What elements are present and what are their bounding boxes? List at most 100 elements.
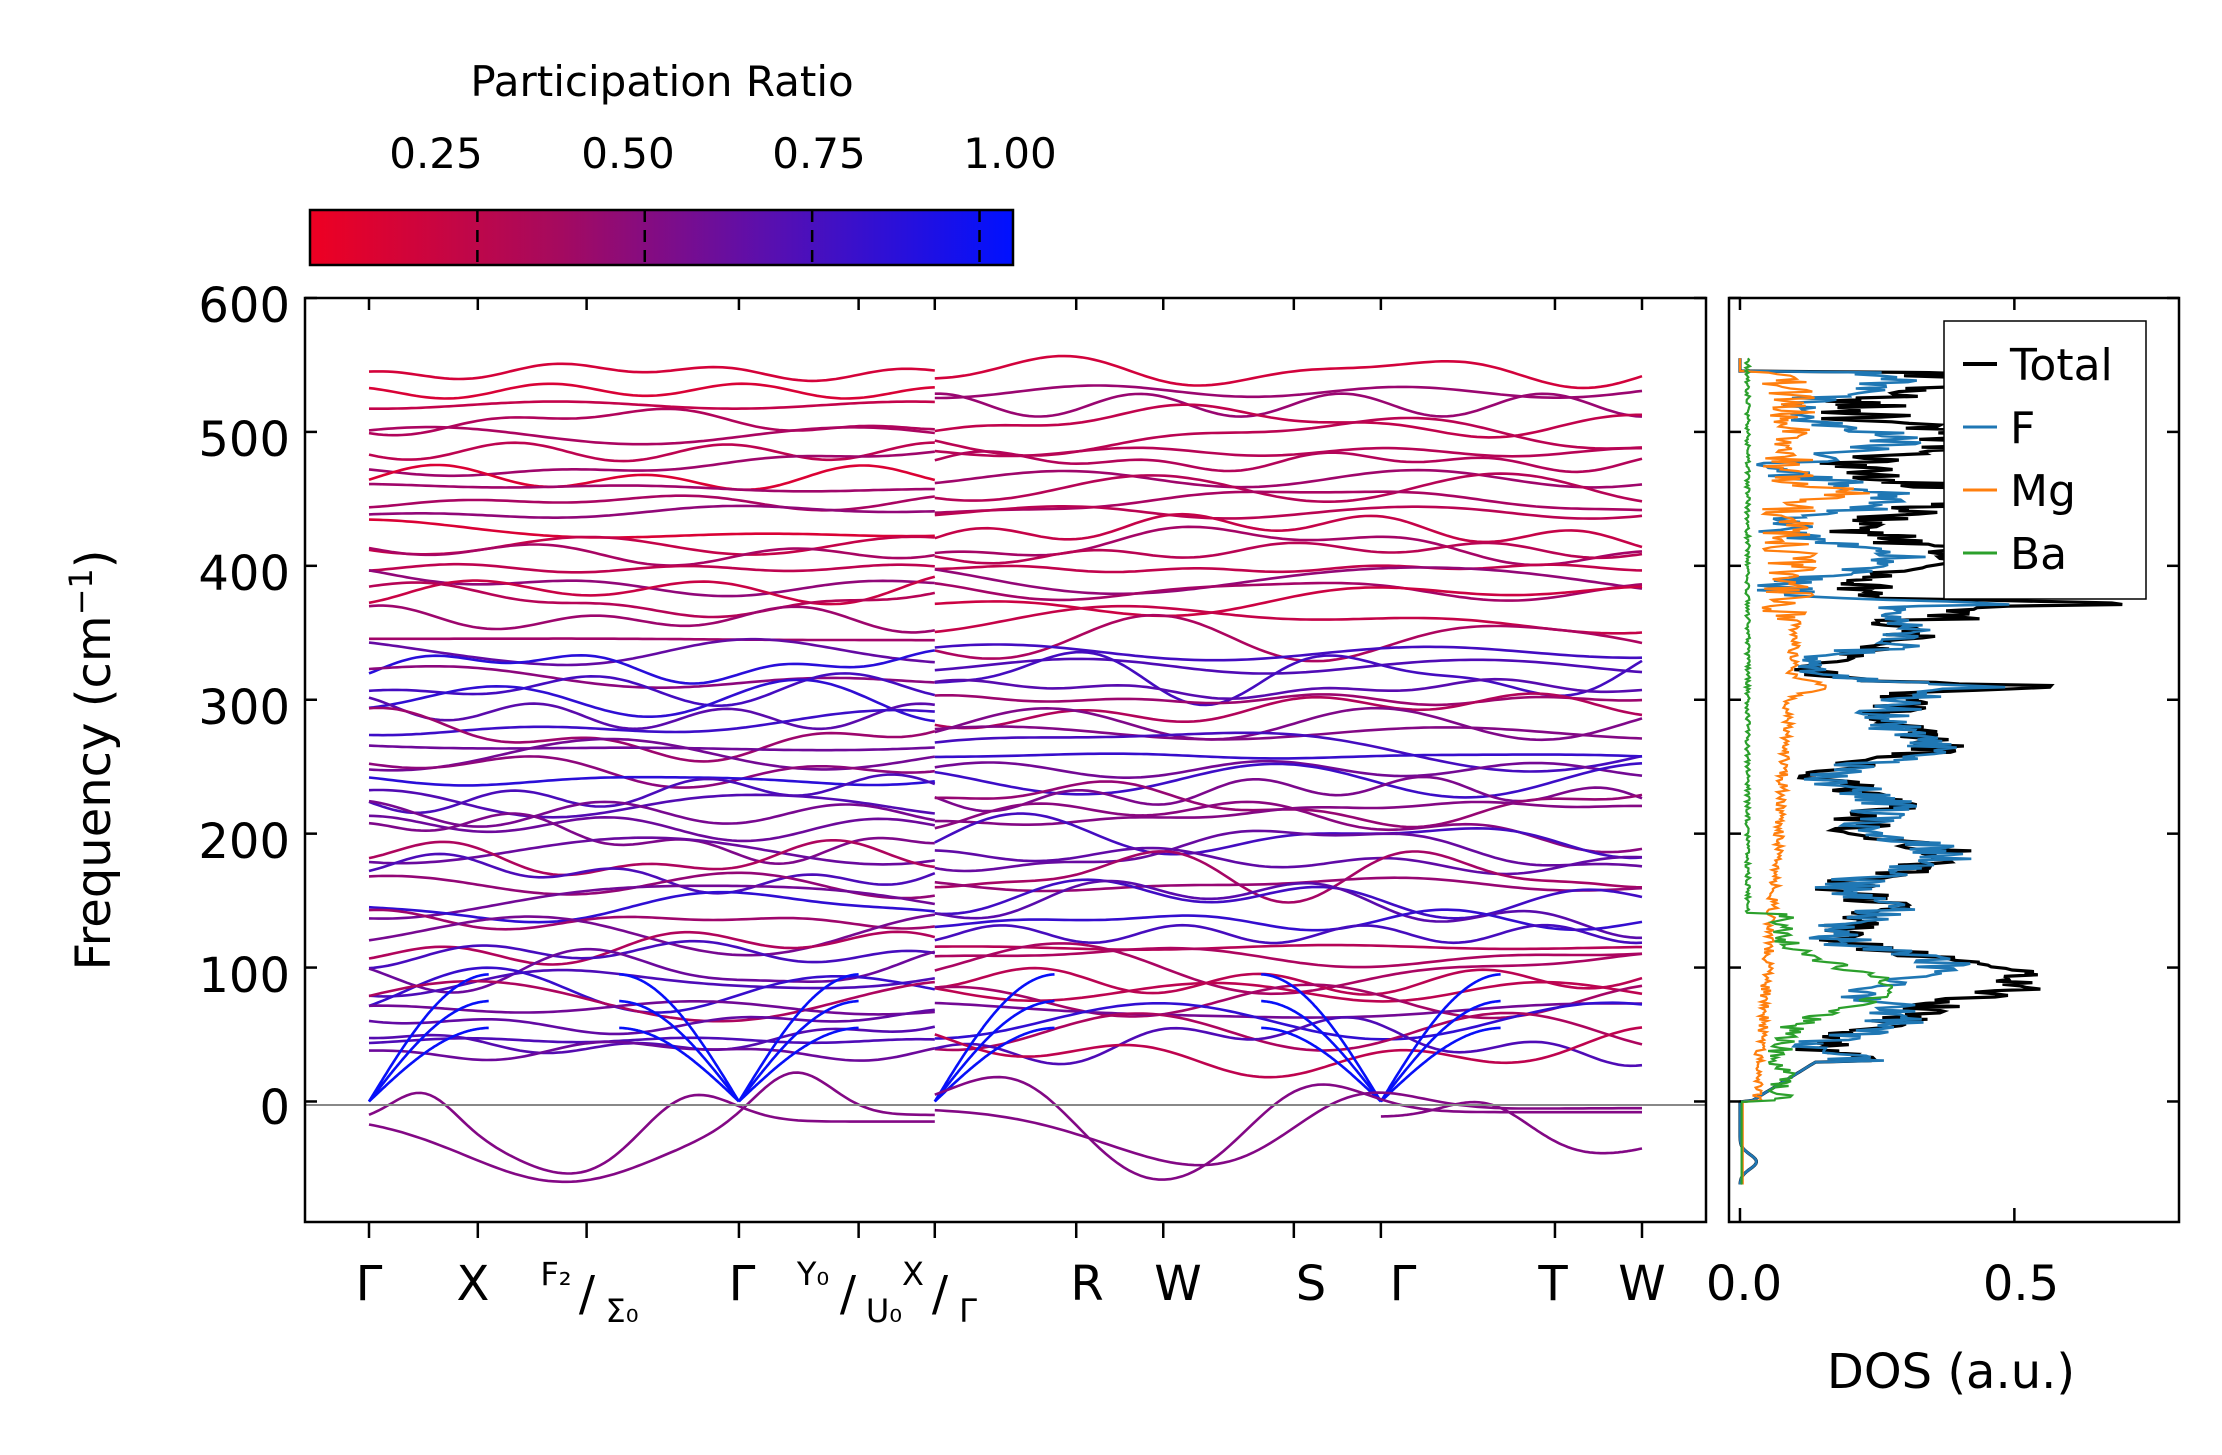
band-k-ticks (367, 298, 1644, 1238)
acoustic-band (1261, 1026, 1382, 1103)
phonon-band (934, 392, 1643, 418)
band-axes-frame (303, 296, 1708, 1224)
kpoint-label-gamma: Γ (729, 1256, 756, 1312)
acoustic-band (619, 973, 741, 1103)
dos-curve-ba (1740, 357, 1894, 1185)
kpoint-label-gamma: Γ (356, 1256, 383, 1312)
svg-text:Γ: Γ (959, 1292, 977, 1330)
phonon-band (368, 755, 935, 789)
phonon-band (368, 884, 936, 920)
svg-text:Σ₀: Σ₀ (605, 1292, 638, 1330)
colorbar-tick-label: 0.75 (772, 129, 866, 178)
phonon-band (368, 518, 935, 539)
phonon-band (934, 581, 1643, 602)
phonon-band (368, 1000, 935, 1016)
phonon-band (368, 450, 935, 478)
phonon-band (368, 425, 935, 446)
phonon-band (934, 1001, 1643, 1019)
phonon-band (368, 672, 936, 708)
phonon-band (934, 693, 1643, 707)
phonon-band (368, 535, 935, 556)
dos-legend: Total F Mg Ba (1943, 320, 2147, 600)
dos-panel: 0.0 0.5 DOS (a.u.) Total F Mg Ba (1706, 296, 2181, 1400)
phonon-band (934, 472, 1643, 503)
band-y-ticks (305, 296, 1706, 1103)
kpoint-label-x-gamma: X / Γ (902, 1255, 977, 1330)
phonon-band (368, 504, 935, 519)
phonon-band (934, 525, 1643, 567)
dos-curve-f (1738, 358, 2010, 1185)
phonon-band (368, 706, 936, 763)
phonon-band (934, 706, 1643, 742)
phonon-band (934, 752, 1643, 760)
phonon-band (368, 836, 935, 866)
acoustic-band (1261, 973, 1383, 1103)
kpoint-label-t: T (1537, 1256, 1568, 1312)
colorbar-tick-label: 1.00 (963, 129, 1057, 178)
phonon-band (368, 441, 935, 463)
phonon-band (368, 665, 935, 689)
kpoint-label-s: S (1296, 1256, 1326, 1312)
phonon-band (368, 362, 935, 383)
phonon-band (368, 788, 935, 819)
soft-mode-band (368, 1091, 935, 1175)
phonon-band (934, 604, 1643, 635)
phonon-band (934, 725, 1643, 741)
phonon-band (934, 450, 1643, 474)
y-tick-label: 600 (198, 278, 290, 334)
phonon-band (368, 562, 935, 574)
y-tick-label: 400 (198, 546, 290, 602)
svg-text:F₂: F₂ (540, 1255, 571, 1293)
acoustic-band (737, 999, 859, 1103)
acoustic-band (619, 1026, 740, 1103)
phonon-band (934, 490, 1643, 514)
phonon-band (934, 879, 1642, 940)
phonon-band (934, 563, 1643, 574)
phonon-band (934, 650, 1643, 707)
phonon-band (368, 575, 936, 606)
acoustic-band (367, 999, 489, 1103)
phonon-band (934, 585, 1643, 618)
phonon-band (934, 942, 1643, 996)
phonon-band (934, 966, 1643, 996)
colorbar-title: Participation Ratio (470, 57, 853, 106)
acoustic-band (737, 973, 859, 1103)
phonon-band (368, 649, 935, 685)
phonon-band (368, 775, 935, 787)
legend-label-mg: Mg (2010, 466, 2076, 517)
acoustic-band (933, 973, 1055, 1103)
phonon-band (368, 744, 935, 752)
dos-curve-mg (1738, 358, 1870, 1185)
acoustic-band (1379, 1026, 1501, 1103)
phonon-band (368, 581, 936, 619)
colorbar-gradient (308, 208, 1015, 267)
phonon-band (934, 1026, 1643, 1079)
svg-text:U₀: U₀ (866, 1292, 902, 1330)
acoustic-band (368, 1026, 489, 1103)
phonon-band (934, 800, 1642, 826)
phonon-band (369, 400, 935, 410)
phonon-band (368, 407, 935, 437)
phonon-band (934, 812, 1643, 860)
phonon-band (934, 692, 1643, 730)
phonon-band (934, 908, 1643, 932)
phonon-band (368, 839, 935, 877)
phonon-band (368, 463, 936, 491)
phonon-bands (367, 354, 1643, 1184)
legend-label-ba: Ba (2010, 529, 2067, 580)
phonon-band (934, 846, 1643, 876)
phonon-band (368, 908, 935, 931)
phonon-band (368, 1008, 935, 1036)
phonon-band (368, 913, 935, 957)
phonon-band (934, 416, 1643, 457)
dos-x-axis-label: DOS (a.u.) (1827, 1344, 2075, 1400)
phonon-band (368, 678, 935, 723)
dos-x-tick-label: 0.5 (1983, 1256, 2059, 1312)
phonon-band (934, 677, 1643, 701)
phonon-band (368, 890, 935, 924)
phonon-band (934, 829, 1643, 873)
phonon-band (368, 604, 936, 634)
legend-label-f: F (2010, 403, 2035, 454)
kpoint-label-w: W (1154, 1256, 1201, 1312)
acoustic-band (933, 1026, 1055, 1103)
